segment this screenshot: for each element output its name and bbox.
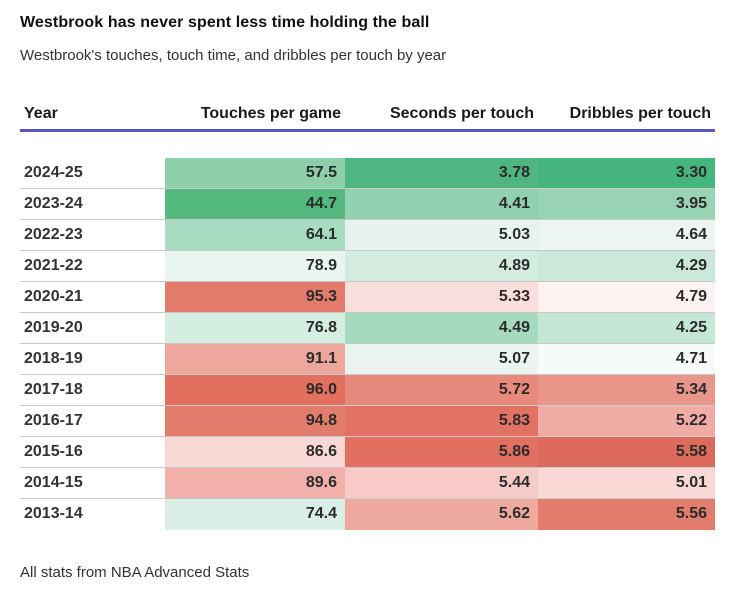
seconds-cell: 4.49 — [345, 312, 538, 344]
table-row: 2021-22 78.9 4.89 4.29 — [20, 250, 715, 282]
table-row: 2024-25 57.5 3.78 3.30 — [20, 157, 715, 189]
year-cell: 2016-17 — [20, 405, 165, 437]
dribbles-cell: 5.01 — [538, 467, 715, 499]
seconds-cell: 4.41 — [345, 188, 538, 220]
touches-cell: 86.6 — [165, 436, 345, 468]
touches-cell: 95.3 — [165, 281, 345, 313]
table-row: 2016-17 94.8 5.83 5.22 — [20, 405, 715, 437]
touches-cell: 94.8 — [165, 405, 345, 437]
seconds-cell: 4.89 — [345, 250, 538, 282]
seconds-cell: 3.78 — [345, 157, 538, 189]
header-seconds-per-touch: Seconds per touch — [345, 105, 538, 132]
seconds-cell: 5.44 — [345, 467, 538, 499]
seconds-cell: 5.72 — [345, 374, 538, 406]
header-touches-per-game: Touches per game — [165, 105, 345, 132]
dribbles-cell: 4.64 — [538, 219, 715, 251]
touches-cell: 91.1 — [165, 343, 345, 375]
dribbles-cell: 5.56 — [538, 498, 715, 530]
table-row: 2015-16 86.6 5.86 5.58 — [20, 436, 715, 468]
table-row: 2013-14 74.4 5.62 5.56 — [20, 498, 715, 530]
year-cell: 2014-15 — [20, 467, 165, 499]
dribbles-cell: 5.22 — [538, 405, 715, 437]
touches-cell: 89.6 — [165, 467, 345, 499]
table-row: 2020-21 95.3 5.33 4.79 — [20, 281, 715, 313]
header-gap-spacer — [20, 130, 715, 158]
seconds-cell: 5.62 — [345, 498, 538, 530]
touches-cell: 76.8 — [165, 312, 345, 344]
year-cell: 2021-22 — [20, 250, 165, 282]
table-row: 2014-15 89.6 5.44 5.01 — [20, 467, 715, 499]
dribbles-cell: 4.29 — [538, 250, 715, 282]
header-year: Year — [20, 105, 165, 132]
table-row: 2019-20 76.8 4.49 4.25 — [20, 312, 715, 344]
dribbles-cell: 4.25 — [538, 312, 715, 344]
year-cell: 2018-19 — [20, 343, 165, 375]
year-cell: 2015-16 — [20, 436, 165, 468]
heatmap-table: Year Touches per game Seconds per touch … — [20, 105, 715, 530]
year-cell: 2013-14 — [20, 498, 165, 530]
touches-cell: 57.5 — [165, 157, 345, 189]
touches-cell: 78.9 — [165, 250, 345, 282]
dribbles-cell: 5.34 — [538, 374, 715, 406]
touches-cell: 74.4 — [165, 498, 345, 530]
seconds-cell: 5.83 — [345, 405, 538, 437]
source-note: All stats from NBA Advanced Stats — [20, 563, 250, 581]
chart-title: Westbrook has never spent less time hold… — [20, 14, 430, 31]
chart-subtitle: Westbrook's touches, touch time, and dri… — [20, 47, 447, 64]
dribbles-cell: 3.95 — [538, 188, 715, 220]
year-cell: 2022-23 — [20, 219, 165, 251]
header-dribbles-per-touch: Dribbles per touch — [538, 105, 715, 132]
table-row: 2017-18 96.0 5.72 5.34 — [20, 374, 715, 406]
dribbles-cell: 3.30 — [538, 157, 715, 189]
touches-cell: 96.0 — [165, 374, 345, 406]
seconds-cell: 5.03 — [345, 219, 538, 251]
table-row: 2023-24 44.7 4.41 3.95 — [20, 188, 715, 220]
year-cell: 2017-18 — [20, 374, 165, 406]
touches-cell: 44.7 — [165, 188, 345, 220]
year-cell: 2020-21 — [20, 281, 165, 313]
year-cell: 2024-25 — [20, 157, 165, 189]
seconds-cell: 5.86 — [345, 436, 538, 468]
dribbles-cell: 5.58 — [538, 436, 715, 468]
year-cell: 2019-20 — [20, 312, 165, 344]
touches-cell: 64.1 — [165, 219, 345, 251]
table-row: 2022-23 64.1 5.03 4.64 — [20, 219, 715, 251]
table-body: 2024-25 57.5 3.78 3.30 2023-24 44.7 4.41 3.95 20… — [20, 130, 715, 530]
seconds-cell: 5.07 — [345, 343, 538, 375]
dribbles-cell: 4.71 — [538, 343, 715, 375]
table-row: 2018-19 91.1 5.07 4.71 — [20, 343, 715, 375]
dribbles-cell: 4.79 — [538, 281, 715, 313]
seconds-cell: 5.33 — [345, 281, 538, 313]
table-header: Year Touches per game Seconds per touch … — [20, 105, 715, 132]
year-cell: 2023-24 — [20, 188, 165, 220]
